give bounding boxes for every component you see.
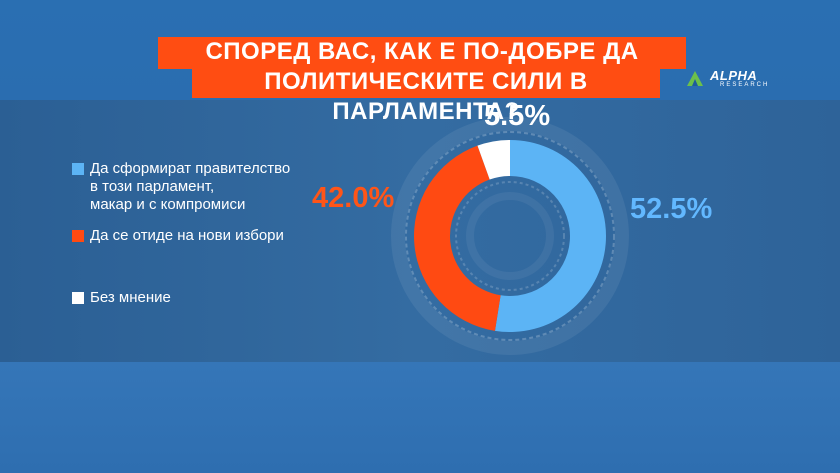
data-label-no-opinion: 5.5% bbox=[484, 100, 551, 132]
background-bottom bbox=[0, 362, 840, 473]
legend-label-no-opinion: Без мнение bbox=[90, 289, 171, 306]
alpha-research-logo: ALPHA RESEARCH bbox=[684, 68, 780, 92]
data-label-new-elections: 42.0% bbox=[312, 182, 395, 214]
logo-subtitle: RESEARCH bbox=[720, 82, 770, 88]
legend-label-new-elections: Да се отиде на нови избори bbox=[90, 227, 284, 244]
donut-slice-no-opinion bbox=[477, 140, 510, 180]
alpha-logo-icon bbox=[687, 71, 703, 86]
legend-swatch-government bbox=[72, 163, 84, 175]
donut-slice-new-elections bbox=[414, 145, 501, 331]
legend-swatch-no-opinion bbox=[72, 292, 84, 304]
legend-item-government: Да сформират правителство в този парламе… bbox=[72, 160, 372, 214]
legend-label-line: в този парламент, bbox=[90, 178, 215, 195]
logo-name: ALPHA bbox=[710, 68, 758, 83]
legend-item-no-opinion: Без мнение bbox=[72, 289, 372, 309]
legend-label-line: Да сформират правителство bbox=[90, 160, 291, 177]
decorative-ring bbox=[466, 192, 554, 280]
chart-title-line-2: ПОЛИТИЧЕСКИТЕ СИЛИ В ПАРЛАМЕНТА? bbox=[192, 67, 660, 125]
donut-slice-government bbox=[494, 140, 606, 332]
legend-swatch-new-elections bbox=[72, 230, 84, 242]
decorative-ring bbox=[391, 117, 629, 355]
legend-label-government: Да сформират правителство в този парламе… bbox=[90, 160, 290, 214]
legend-item-new-elections: Да се отиде на нови избори bbox=[72, 227, 372, 247]
decorative-ring bbox=[405, 131, 615, 341]
legend-label-line: макар и с компромиси bbox=[90, 196, 246, 213]
data-label-government: 52.5% bbox=[630, 193, 713, 225]
decorative-ring bbox=[455, 181, 565, 291]
